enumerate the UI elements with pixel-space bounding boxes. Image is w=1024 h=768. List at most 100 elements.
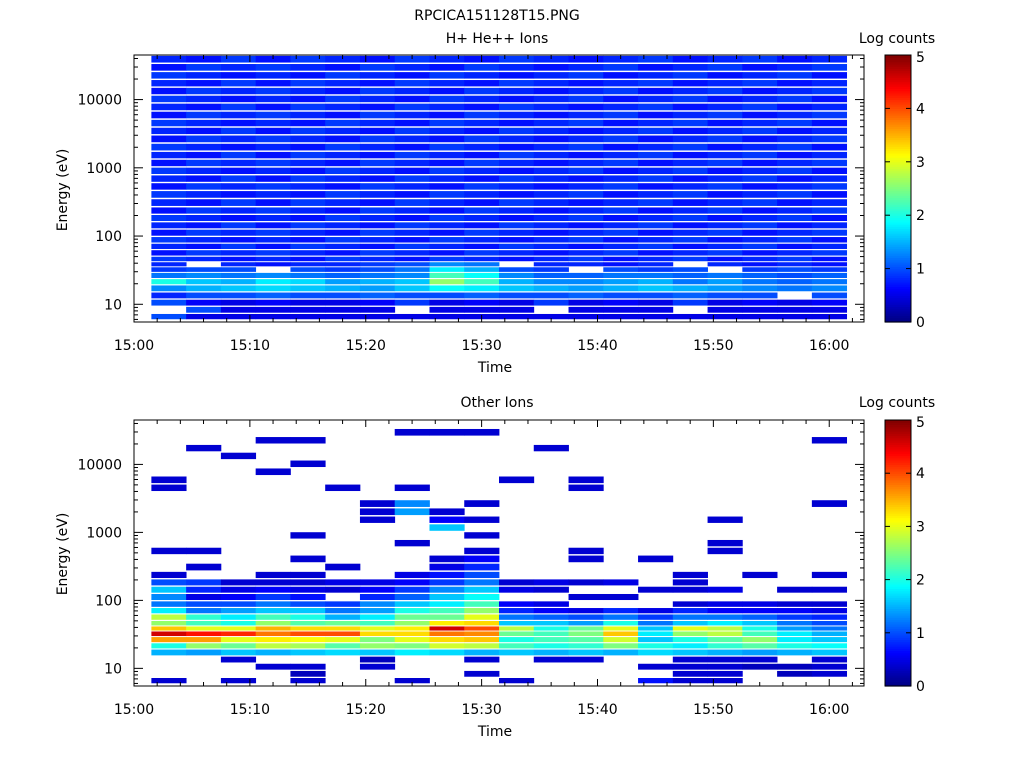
heatmap-cell [394, 250, 430, 256]
heatmap-cell [290, 306, 326, 313]
heatmap-cell [464, 601, 500, 607]
colorbar-segment [885, 626, 911, 629]
heatmap-cell [742, 80, 778, 87]
heatmap-cell [255, 637, 291, 643]
heatmap-cell [151, 649, 187, 656]
heatmap-cell [186, 229, 222, 236]
colorbar-segment [885, 530, 911, 534]
colorbar-segment [885, 526, 911, 530]
heatmap-cell [464, 80, 500, 87]
colorbar-segment [885, 95, 911, 98]
heatmap-cell [777, 313, 813, 320]
heatmap-cell [672, 626, 708, 631]
heatmap-cell [255, 620, 291, 626]
heatmap-cell [499, 80, 535, 87]
x-axis-label: Time [477, 360, 512, 376]
heatmap-cell [464, 222, 500, 229]
heatmap-cell [777, 167, 813, 175]
x-tick-label: 15:10 [230, 702, 270, 718]
heatmap-cell [325, 256, 361, 262]
heatmap-cell [777, 215, 813, 222]
heatmap-cell [255, 72, 291, 79]
heatmap-cell [742, 64, 778, 71]
heatmap-cell [672, 191, 708, 198]
heatmap-cell [394, 215, 430, 222]
heatmap-cell [290, 143, 326, 151]
heatmap-cell [464, 87, 500, 95]
heatmap-cell [707, 678, 743, 684]
heatmap-cell [742, 175, 778, 182]
heatmap-cell [638, 299, 674, 306]
colorbar-segment [885, 161, 911, 165]
heatmap-cell [220, 159, 257, 167]
heatmap-cell [777, 103, 813, 111]
heatmap-cell [220, 279, 257, 285]
heatmap-cell [151, 135, 187, 143]
colorbar-segment [885, 135, 911, 138]
heatmap-cell [255, 95, 291, 103]
colorbar-segment [885, 679, 911, 683]
heatmap-cell [533, 637, 569, 643]
heatmap-cell [464, 191, 500, 198]
heatmap-cell [464, 586, 500, 593]
colorbar-segment [885, 319, 911, 323]
heatmap-cell [290, 678, 326, 684]
colorbar-segment [885, 459, 911, 463]
heatmap-cell [220, 306, 257, 313]
heatmap-cell [672, 175, 708, 182]
heatmap-cell [429, 643, 465, 649]
colorbar-segment [885, 606, 911, 610]
heatmap-cell [777, 262, 813, 267]
heatmap-cell [638, 55, 674, 63]
colorbar-segment [885, 592, 911, 596]
heatmap-cell [359, 643, 396, 649]
heatmap-cell [429, 127, 465, 135]
heatmap-cell [255, 256, 291, 262]
heatmap-cell [533, 151, 569, 159]
heatmap-cell [533, 191, 569, 198]
heatmap-cell [255, 586, 291, 593]
heatmap-cell [429, 207, 465, 214]
heatmap-cell [533, 119, 569, 127]
heatmap-cell [464, 215, 500, 222]
heatmap-cell [672, 222, 708, 229]
colorbar-segment [885, 215, 911, 219]
heatmap-cell [811, 159, 848, 167]
heatmap-cell [325, 207, 361, 214]
heatmap-cell [499, 237, 535, 243]
heatmap-cell [533, 215, 569, 222]
colorbar-segment [885, 264, 911, 267]
heatmap-cell [429, 620, 465, 626]
heatmap-cell [568, 626, 604, 631]
heatmap-cell [742, 127, 778, 135]
heatmap-cell [325, 222, 361, 229]
heatmap-cell [464, 135, 500, 143]
heatmap-cell [255, 87, 291, 95]
heatmap-cell [186, 237, 222, 243]
heatmap-cell [707, 656, 743, 663]
heatmap-cell [499, 306, 535, 313]
heatmap-cell [464, 229, 500, 236]
heatmap-cell [325, 631, 361, 637]
heatmap-cell [638, 626, 674, 631]
heatmap-cell [499, 272, 535, 279]
heatmap-cell [742, 614, 778, 620]
colorbar-segment [885, 148, 911, 152]
colorbar-segment [885, 317, 911, 321]
heatmap-cell [672, 608, 708, 614]
heatmap-cell [568, 55, 604, 63]
heatmap-cell [533, 299, 569, 306]
heatmap-cell [707, 183, 743, 190]
heatmap-cell [672, 250, 708, 256]
heatmap-cell [359, 637, 396, 643]
colorbar-segment [885, 75, 911, 78]
colorbar-segment [885, 81, 911, 85]
heatmap-cell [533, 608, 569, 614]
colorbar-segment [885, 281, 911, 285]
colorbar-segment [885, 564, 911, 567]
colorbar-segment [885, 681, 911, 685]
heatmap-cell [568, 64, 604, 71]
heatmap-cell [151, 143, 187, 151]
heatmap-cell [603, 256, 639, 262]
heatmap-cell [255, 262, 291, 267]
